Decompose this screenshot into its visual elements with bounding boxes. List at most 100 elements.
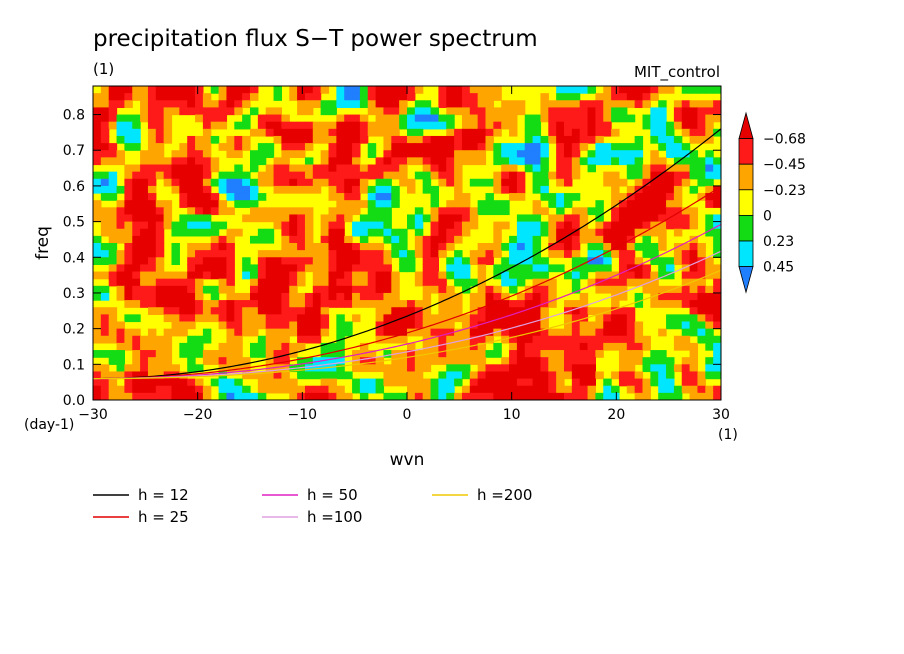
- heat-cell: [179, 292, 188, 301]
- heat-cell: [320, 214, 330, 223]
- heat-cell: [689, 371, 699, 380]
- heat-cell: [524, 321, 534, 330]
- heat-cell: [265, 314, 275, 323]
- heat-cell: [516, 385, 526, 394]
- heat-cell: [344, 214, 353, 223]
- heat-cell: [666, 214, 675, 223]
- heat-cell: [163, 86, 173, 94]
- heat-cell: [697, 378, 706, 387]
- heat-cell: [493, 342, 502, 351]
- heat-cell: [273, 385, 282, 394]
- heat-cell: [595, 128, 604, 137]
- heat-cell: [454, 371, 463, 380]
- heat-cell: [304, 228, 314, 237]
- model-label: MIT_control: [634, 63, 720, 82]
- heat-cell: [226, 228, 235, 237]
- heat-cell: [713, 335, 721, 344]
- heat-cell: [367, 143, 377, 151]
- heat-cell: [705, 371, 714, 380]
- heat-cell: [320, 278, 330, 287]
- heat-cell: [116, 342, 125, 351]
- heat-cell: [634, 264, 644, 273]
- heat-cell: [438, 214, 447, 223]
- heat-cell: [689, 171, 699, 180]
- heat-cell: [516, 193, 526, 201]
- heat-cell: [399, 357, 408, 365]
- heat-cell: [501, 392, 510, 400]
- heat-cell: [438, 378, 447, 387]
- heat-cell: [218, 257, 228, 266]
- heat-cell: [375, 300, 385, 308]
- heat-cell: [210, 243, 220, 251]
- heat-cell: [556, 178, 565, 187]
- heat-cell: [634, 335, 644, 344]
- heat-cell: [611, 285, 620, 294]
- heat-cell: [147, 214, 157, 223]
- heat-cell: [320, 328, 330, 337]
- heat-cell: [571, 264, 581, 273]
- heat-cell: [202, 93, 212, 101]
- heat-cell: [697, 128, 706, 137]
- heat-cell: [587, 243, 596, 251]
- heat-cell: [250, 157, 259, 166]
- heat-cell: [579, 228, 589, 237]
- heat-cell: [336, 150, 345, 158]
- heat-cell: [501, 264, 510, 273]
- heat-cell: [689, 164, 699, 173]
- heat-cell: [697, 300, 706, 308]
- heat-cell: [328, 135, 337, 144]
- heat-cell: [116, 157, 125, 166]
- heat-cell: [163, 278, 173, 287]
- heat-cell: [375, 243, 385, 251]
- heat-cell: [265, 164, 275, 173]
- heat-cell: [93, 314, 102, 323]
- heat-cell: [336, 143, 345, 151]
- heat-cell: [242, 93, 251, 101]
- heat-cell: [320, 235, 330, 244]
- heat-cell: [289, 342, 298, 351]
- heat-cell: [297, 100, 306, 109]
- heat-cell: [689, 235, 699, 244]
- heat-cell: [626, 157, 636, 166]
- heat-cell: [666, 150, 675, 158]
- heat-cell: [375, 335, 385, 344]
- heat-cell: [407, 93, 416, 101]
- heat-cell: [414, 321, 424, 330]
- heat-cell: [234, 150, 243, 158]
- heat-cell: [705, 214, 714, 223]
- heat-cell: [626, 250, 636, 258]
- heat-cell: [202, 250, 212, 258]
- heat-cell: [658, 200, 667, 208]
- heat-cell: [603, 278, 612, 287]
- heat-cell: [579, 271, 589, 280]
- heat-cell: [532, 200, 542, 208]
- heat-cell: [571, 278, 581, 287]
- heat-cell: [666, 314, 675, 323]
- heat-cell: [304, 100, 314, 109]
- heat-cell: [93, 271, 102, 280]
- heat-cell: [689, 150, 699, 158]
- heat-cell: [713, 250, 721, 258]
- heat-cell: [124, 364, 133, 373]
- heat-cell: [100, 350, 110, 358]
- heat-cell: [548, 371, 557, 380]
- heat-cell: [218, 207, 228, 216]
- heat-cell: [352, 228, 361, 237]
- heat-cell: [564, 121, 573, 130]
- heat-cell: [116, 100, 125, 109]
- heat-cell: [163, 128, 173, 137]
- heat-cell: [336, 357, 345, 365]
- heat-cell: [336, 200, 345, 208]
- heat-cell: [618, 257, 628, 266]
- heat-cell: [485, 392, 494, 400]
- heat-cell: [202, 100, 212, 109]
- heat-cell: [564, 150, 573, 158]
- heat-cell: [705, 164, 714, 173]
- heat-cell: [155, 378, 165, 387]
- heat-cell: [430, 185, 439, 194]
- heat-cell: [210, 357, 220, 365]
- heat-cell: [147, 264, 157, 273]
- heat-cell: [242, 314, 251, 323]
- heat-cell: [673, 214, 683, 223]
- heat-cell: [147, 135, 157, 144]
